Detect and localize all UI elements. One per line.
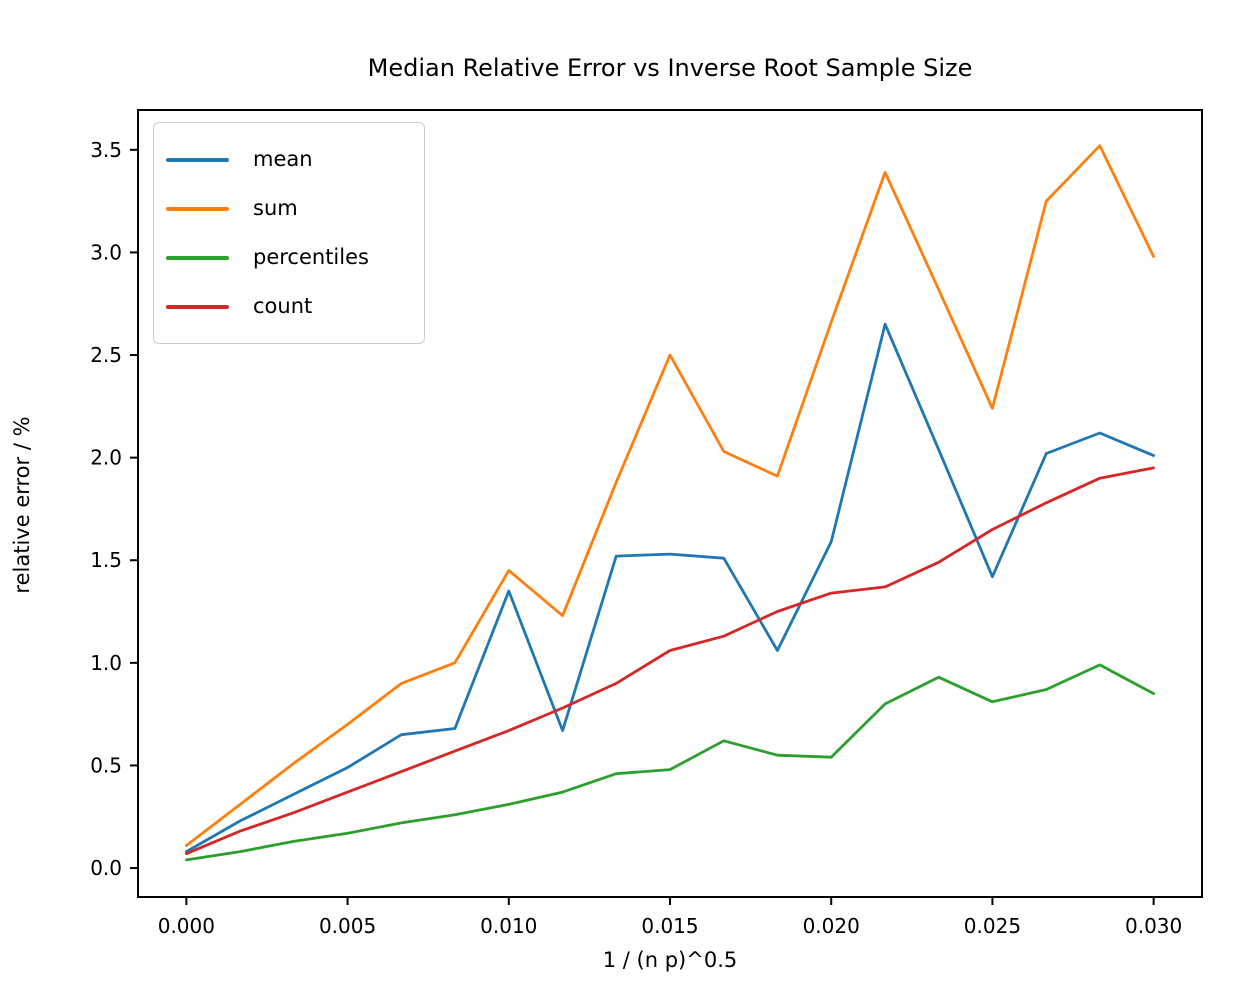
legend: mean sum percentiles count bbox=[153, 122, 425, 344]
x-tick-label: 0.010 bbox=[480, 914, 537, 938]
series-line-mean bbox=[184, 322, 1155, 853]
series-line-count bbox=[184, 466, 1155, 856]
legend-swatch-mean bbox=[166, 157, 229, 162]
legend-swatch-sum bbox=[166, 206, 229, 211]
legend-item-count: count bbox=[166, 282, 424, 331]
legend-label-percentiles: percentiles bbox=[253, 245, 369, 269]
y-tick-label: 2.0 bbox=[90, 446, 122, 470]
y-tick-label: 0.5 bbox=[90, 753, 122, 777]
x-tick-label: 0.025 bbox=[964, 914, 1021, 938]
legend-label-count: count bbox=[253, 294, 313, 318]
series-line-sum bbox=[184, 144, 1155, 847]
y-axis-label: relative error / % bbox=[10, 416, 34, 594]
legend-label-sum: sum bbox=[253, 196, 298, 220]
x-tick-label: 0.030 bbox=[1125, 914, 1182, 938]
x-tick-label: 0.015 bbox=[641, 914, 698, 938]
x-tick-label: 0.020 bbox=[803, 914, 860, 938]
y-tick-label: 1.0 bbox=[90, 651, 122, 675]
legend-label-mean: mean bbox=[253, 147, 313, 171]
legend-item-sum: sum bbox=[166, 184, 424, 233]
legend-item-percentiles: percentiles bbox=[166, 233, 424, 282]
y-tick-label: 0.0 bbox=[90, 856, 122, 880]
legend-item-mean: mean bbox=[166, 135, 424, 184]
y-tick-label: 2.5 bbox=[90, 343, 122, 367]
legend-swatch-count bbox=[166, 304, 229, 309]
x-tick-label: 0.005 bbox=[319, 914, 376, 938]
y-tick-label: 3.5 bbox=[90, 138, 122, 162]
legend-swatch-percentiles bbox=[166, 255, 229, 260]
y-tick-label: 3.0 bbox=[90, 240, 122, 264]
series-line-percentiles bbox=[184, 663, 1155, 862]
x-axis-label: 1 / (n p)^0.5 bbox=[602, 948, 738, 972]
x-tick-label: 0.000 bbox=[158, 914, 215, 938]
chart-title: Median Relative Error vs Inverse Root Sa… bbox=[367, 54, 973, 82]
y-tick-label: 1.5 bbox=[90, 548, 122, 572]
